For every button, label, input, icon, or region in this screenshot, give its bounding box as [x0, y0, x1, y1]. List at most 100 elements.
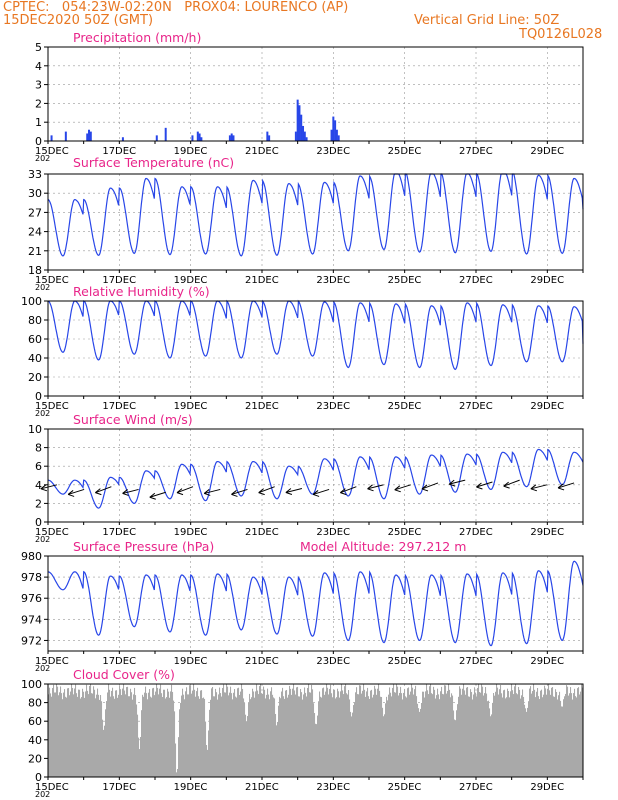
- wind-vector: [557, 482, 575, 489]
- precip-bar: [200, 137, 203, 141]
- cloud-cover-column: [326, 684, 328, 777]
- cloud-cover-column: [576, 697, 578, 777]
- cloud-cover-column: [571, 693, 573, 777]
- cloud-cover-column: [354, 702, 356, 777]
- wind-vector-head: [40, 484, 48, 492]
- cloud-cover-column: [305, 692, 307, 777]
- cloud-cover-column: [428, 694, 430, 777]
- cloud-cover-column: [256, 684, 258, 777]
- cloud-cover-column: [407, 688, 409, 777]
- cloud-cover-column: [555, 689, 557, 777]
- cloud-cover-column: [357, 694, 359, 777]
- cloud-cover-column: [422, 691, 424, 777]
- precip-bar: [89, 131, 92, 141]
- cloud-cover-column: [577, 688, 579, 777]
- cloud-cover-column: [239, 694, 241, 777]
- cloud-cover-column: [56, 684, 58, 777]
- cloud-cover-column: [502, 697, 504, 777]
- cloud-cover-column: [153, 687, 155, 777]
- cloud-cover-column: [123, 684, 125, 777]
- cloud-cover-column: [160, 684, 162, 777]
- cloud-cover-column: [528, 701, 530, 777]
- wind-vector-head: [476, 482, 483, 490]
- wind-vector: [503, 479, 520, 487]
- cloud-cover-column: [178, 737, 180, 777]
- cloud-cover-column: [452, 695, 454, 777]
- grid-line-note: Vertical Grid Line: 50Z: [414, 13, 560, 28]
- cloud-cover-column: [423, 691, 425, 777]
- precip-bar: [228, 135, 231, 141]
- cloud-cover-column: [96, 694, 98, 777]
- x-tick-label: 21DEC: [245, 146, 279, 157]
- cloud-cover-column: [225, 692, 227, 777]
- cloud-cover-column: [574, 688, 576, 777]
- cloud-cover-column: [208, 730, 210, 777]
- x-tick-label: 21DEC: [245, 401, 279, 412]
- cloud-cover-column: [567, 686, 569, 777]
- cloud-cover-column: [143, 696, 145, 777]
- cloud-cover-column: [482, 686, 484, 777]
- cloud-cover-column: [71, 684, 73, 777]
- cloud-cover-column: [307, 687, 309, 777]
- cloud-cover-column: [210, 699, 212, 777]
- cloud-cover-column: [167, 688, 169, 777]
- panel-title: Relative Humidity (%): [73, 284, 210, 299]
- wind-vector-head: [394, 485, 401, 493]
- cloud-cover-column: [158, 694, 160, 777]
- cloud-cover-column: [533, 684, 535, 777]
- x-tick-label: 21DEC: [245, 782, 279, 793]
- cloud-cover-column: [484, 693, 486, 777]
- panel-5: [44, 555, 584, 654]
- panel-4: [40, 428, 584, 525]
- cloud-cover-column: [198, 696, 200, 777]
- cloud-cover-column: [360, 685, 362, 777]
- cloud-cover-column: [277, 721, 279, 777]
- cloud-cover-column: [111, 690, 113, 777]
- wind-vector: [67, 488, 85, 495]
- cloud-cover-column: [64, 689, 66, 777]
- cloud-cover-column: [191, 693, 193, 777]
- cloud-cover-column: [504, 689, 506, 777]
- cloud-cover-column: [312, 689, 314, 777]
- cloud-cover-column: [165, 698, 167, 777]
- cloud-cover-column: [388, 694, 390, 777]
- cloud-cover-column: [254, 697, 256, 777]
- cloud-cover-column: [578, 687, 580, 777]
- cloud-cover-column: [212, 686, 214, 777]
- cloud-cover-column: [419, 711, 421, 777]
- cloud-cover-column: [74, 688, 76, 777]
- cloud-cover-column: [205, 721, 207, 777]
- cloud-cover-column: [500, 685, 502, 777]
- cloud-cover-column: [474, 687, 476, 777]
- cloud-cover-column: [416, 696, 418, 777]
- cloud-cover-column: [242, 688, 244, 777]
- cloud-cover-column: [414, 689, 416, 777]
- cloud-cover-column: [433, 686, 435, 777]
- wind-vector-head: [421, 484, 429, 492]
- cloud-cover-column: [568, 695, 570, 777]
- cloud-cover-column: [85, 691, 87, 777]
- forecast-date: 15DEC2020 50Z (GMT): [3, 13, 154, 28]
- panel-title: Cloud Cover (%): [73, 667, 175, 682]
- x-tick-label: 23DEC: [316, 527, 350, 538]
- x-tick-label: 15DEC: [35, 275, 69, 286]
- cloud-cover-column: [515, 684, 517, 777]
- cloud-cover-column: [465, 694, 467, 777]
- cloud-cover-column: [222, 687, 224, 777]
- cloud-cover-column: [393, 684, 395, 777]
- wind-vector: [530, 484, 547, 490]
- cloud-cover-column: [450, 697, 452, 777]
- cloud-cover-column: [427, 690, 429, 777]
- cloud-cover-column: [328, 694, 330, 777]
- cloud-cover-column: [73, 694, 75, 777]
- cloud-cover-column: [413, 694, 415, 777]
- model-altitude-note: Model Altitude: 297.212 m: [300, 539, 466, 554]
- cloud-cover-column: [176, 772, 178, 777]
- cloud-cover-column: [183, 694, 185, 777]
- y-tick-label: 5: [35, 41, 42, 54]
- wind-vector-head: [312, 490, 320, 497]
- cloud-cover-column: [204, 698, 206, 777]
- x-tick-label: 27DEC: [459, 401, 493, 412]
- cloud-cover-column: [495, 691, 497, 777]
- cloud-cover-column: [105, 709, 107, 777]
